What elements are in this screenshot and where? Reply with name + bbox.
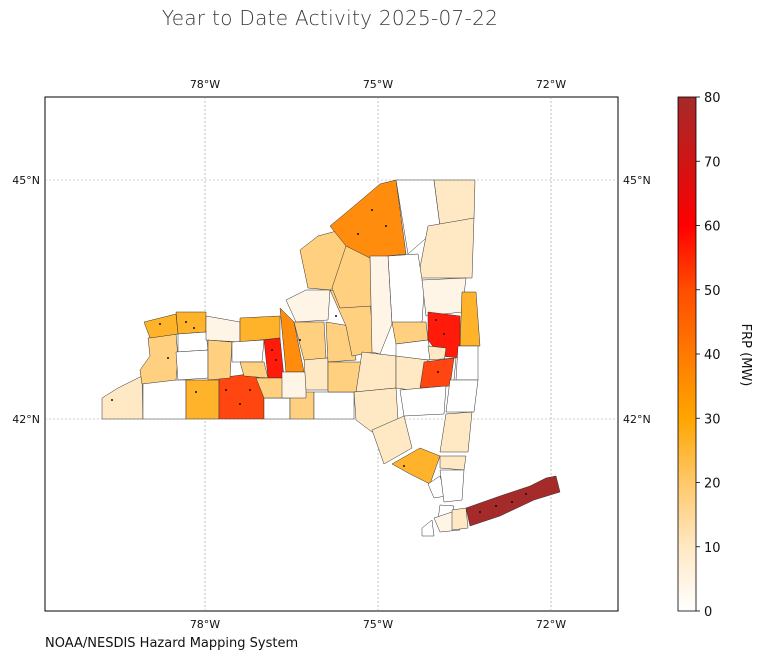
colorbar-ticks: 0 10 20 30 40 50 60 70 80 bbox=[696, 91, 721, 620]
county-suffolk bbox=[465, 475, 561, 527]
colorbar: 0 10 20 30 40 50 60 70 80 FRP (MW) bbox=[677, 91, 753, 620]
colorbar-tick-label: 80 bbox=[704, 91, 721, 106]
county-putnam bbox=[439, 455, 467, 471]
county-genesee bbox=[177, 331, 209, 353]
county-herkimer bbox=[369, 255, 393, 355]
fire-detection-points bbox=[111, 209, 527, 513]
county-chautauqua bbox=[101, 375, 144, 420]
county-yates bbox=[239, 361, 269, 379]
county-washington bbox=[459, 291, 481, 347]
lon-ticks-top: 78°W 75°W 72°W bbox=[190, 78, 566, 91]
lat-tick-right-45n: 45°N bbox=[623, 174, 651, 187]
county-hamilton bbox=[387, 253, 425, 325]
county-orleans bbox=[175, 311, 207, 335]
new-york-counties bbox=[101, 179, 561, 537]
county-cattaraugus bbox=[142, 379, 187, 420]
lon-tick-top-75w: 75°W bbox=[363, 78, 393, 91]
county-essex bbox=[417, 217, 475, 279]
county-wyoming bbox=[175, 349, 209, 381]
county-erie bbox=[139, 333, 179, 385]
county-orange bbox=[391, 447, 441, 485]
county-tompkins bbox=[281, 371, 307, 399]
lon-tick-top-78w: 78°W bbox=[190, 78, 220, 91]
county-livingston bbox=[207, 339, 233, 381]
lon-tick-top-72w: 72°W bbox=[536, 78, 566, 91]
colorbar-tick-label: 40 bbox=[704, 348, 721, 363]
county-rensselaer bbox=[455, 345, 479, 381]
county-oswego bbox=[285, 289, 331, 323]
county-ulster bbox=[399, 385, 447, 417]
county-chemung bbox=[263, 397, 291, 420]
colorbar-tick-label: 20 bbox=[704, 477, 721, 492]
colorbar-tick-label: 60 bbox=[704, 220, 721, 235]
county-dutchess bbox=[439, 411, 473, 453]
lat-ticks-right: 45°N 42°N bbox=[623, 174, 651, 426]
county-sullivan bbox=[371, 415, 413, 465]
colorbar-tick-label: 30 bbox=[704, 412, 721, 427]
county-columbia bbox=[445, 379, 479, 413]
county-st-lawrence bbox=[329, 179, 407, 259]
lat-ticks-left: 45°N 42°N bbox=[12, 174, 40, 426]
colorbar-tick-label: 10 bbox=[704, 541, 721, 556]
county-cortland bbox=[303, 357, 329, 391]
lon-tick-bottom-75w: 75°W bbox=[363, 618, 393, 631]
county-wayne bbox=[239, 315, 281, 343]
credit-text: NOAA/NESDIS Hazard Mapping System bbox=[45, 636, 299, 651]
colorbar-tick-label: 0 bbox=[704, 605, 712, 620]
county-nassau bbox=[451, 507, 469, 531]
lon-tick-bottom-78w: 78°W bbox=[190, 618, 220, 631]
county-richmond bbox=[421, 519, 435, 537]
lat-tick-right-42n: 42°N bbox=[623, 413, 651, 426]
county-onondaga bbox=[293, 321, 327, 361]
county-warren bbox=[421, 277, 467, 317]
colorbar-label: FRP (MW) bbox=[738, 324, 753, 387]
county-broome bbox=[313, 391, 355, 420]
county-otsego bbox=[355, 351, 397, 393]
colorbar-bar bbox=[677, 96, 697, 612]
colorbar-tick-label: 70 bbox=[704, 155, 721, 170]
county-ontario bbox=[231, 339, 265, 363]
lon-tick-bottom-72w: 72°W bbox=[536, 618, 566, 631]
county-westchester bbox=[439, 469, 465, 503]
lon-ticks-bottom: 78°W 75°W 72°W bbox=[190, 618, 566, 631]
county-allegany bbox=[185, 379, 220, 420]
county-greene bbox=[419, 357, 455, 389]
lat-tick-left-42n: 42°N bbox=[12, 413, 40, 426]
map-title: Year to Date Activity 2025-07-22 bbox=[161, 6, 499, 30]
lat-tick-left-45n: 45°N bbox=[12, 174, 40, 187]
colorbar-tick-label: 50 bbox=[704, 284, 721, 299]
